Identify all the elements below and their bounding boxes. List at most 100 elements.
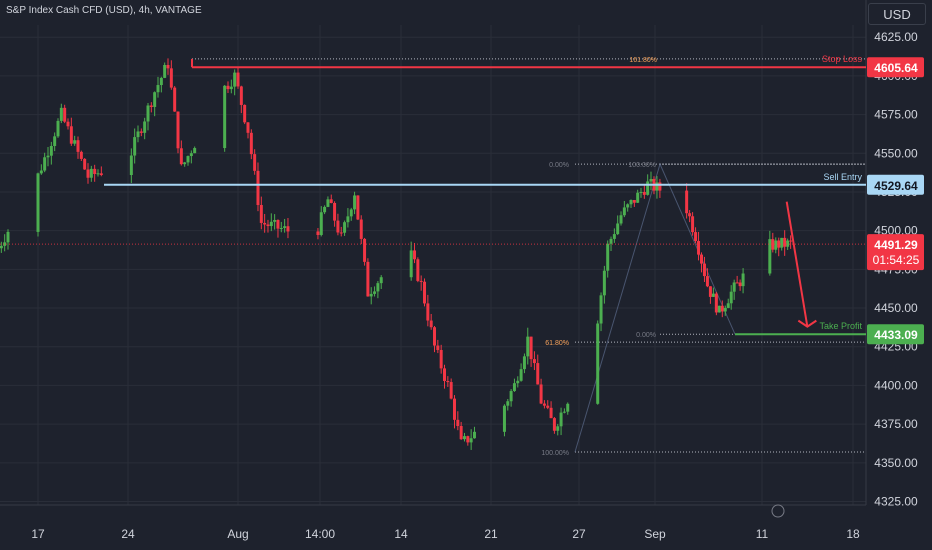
candle-body <box>73 140 77 144</box>
candle-body <box>69 126 73 144</box>
y-tick-label: 4350.00 <box>874 456 918 470</box>
candle-body <box>642 192 646 195</box>
grid-lines <box>0 0 867 506</box>
candle-body <box>622 207 626 216</box>
candle-body <box>189 153 193 157</box>
candle-body <box>129 155 133 176</box>
lightning-icon <box>771 504 785 518</box>
candle-body <box>319 212 323 235</box>
candle-body <box>711 293 715 297</box>
candle-body <box>426 303 430 321</box>
x-tick-label: 11 <box>756 527 769 541</box>
candle-body <box>349 209 353 217</box>
candle-body <box>139 131 143 133</box>
candle-body <box>99 173 103 176</box>
candle-body <box>343 222 347 233</box>
candlesticks <box>0 58 793 450</box>
candle-body <box>133 137 137 156</box>
candle-body <box>469 438 473 443</box>
time-axis[interactable]: 17 24 Aug 14:00 14 21 27 Sep 11 18 <box>31 504 860 541</box>
candle-body <box>93 168 97 174</box>
candle-body <box>283 226 287 228</box>
candle-body <box>446 381 450 383</box>
candle-body <box>259 205 263 223</box>
fib-level-label: 0.00% <box>636 332 656 339</box>
candle-body <box>738 282 742 287</box>
candle-body <box>512 383 516 392</box>
candle-body <box>316 231 320 235</box>
candle-body <box>249 132 253 155</box>
candle-body <box>552 418 556 431</box>
y-tick-label: 4400.00 <box>874 378 918 392</box>
candle-body <box>6 231 10 243</box>
candle-body <box>691 216 695 233</box>
candle-body <box>786 240 790 247</box>
currency-selector[interactable]: USD <box>868 3 926 25</box>
candle-body <box>323 206 327 213</box>
candle-body <box>771 239 775 250</box>
candle-body <box>536 363 540 385</box>
candle-body <box>176 111 180 149</box>
sell-entry-price-tag <box>867 174 924 195</box>
candle-body <box>146 105 150 122</box>
candle-body <box>526 336 530 357</box>
candle-body <box>423 281 427 304</box>
candle-body <box>596 323 600 404</box>
candle-body <box>3 242 7 246</box>
candle-body <box>279 227 283 229</box>
x-tick-label: Aug <box>227 527 248 541</box>
x-tick-label: 17 <box>31 527 45 541</box>
candle-body <box>636 192 640 203</box>
candle-body <box>685 190 689 214</box>
y-tick-label: 4375.00 <box>874 417 918 431</box>
candle-body <box>655 182 659 191</box>
fib-level-label: 100.00% <box>628 162 656 169</box>
candle-body <box>546 405 550 408</box>
candle-body <box>429 320 433 328</box>
candle-body <box>363 238 367 262</box>
countdown-text: 01:54:25 <box>873 253 920 267</box>
candle-body <box>366 261 370 297</box>
candle-body <box>256 170 260 206</box>
y-tick-label: 4625.00 <box>874 30 918 44</box>
candle-body <box>329 199 333 203</box>
candle-body <box>373 291 377 294</box>
candle-body <box>697 241 701 255</box>
candle-body <box>186 156 190 163</box>
fib-trend-line <box>574 162 736 453</box>
candle-body <box>639 192 643 194</box>
stop-loss-price-tag <box>867 57 924 78</box>
candle-body <box>419 280 423 282</box>
candle-body <box>166 64 170 69</box>
candle-body <box>359 219 363 239</box>
candle-body <box>532 359 536 364</box>
candle-body <box>616 223 620 235</box>
last-price-tag <box>867 234 924 271</box>
sell-entry-price-text: 4529.64 <box>874 179 918 193</box>
candle-body <box>339 232 343 234</box>
fib-level-label: 161.80% <box>629 57 657 64</box>
candle-body <box>449 382 453 399</box>
price-axis[interactable]: 4625.004600.004575.004550.004525.004500.… <box>867 30 924 509</box>
x-tick-label: 14:00 <box>305 527 335 541</box>
candle-body <box>741 273 745 287</box>
candle-body <box>768 239 772 274</box>
candle-body <box>720 305 724 312</box>
candle-body <box>179 148 183 165</box>
x-tick-label: Sep <box>644 527 666 541</box>
candle-body <box>269 221 273 227</box>
candle-body <box>253 154 257 171</box>
candle-body <box>149 105 153 107</box>
candle-body <box>76 140 80 152</box>
candle-body <box>459 426 463 440</box>
candle-body <box>79 151 83 159</box>
candle-body <box>602 270 606 296</box>
candle-body <box>369 293 373 297</box>
candle-body <box>456 419 460 427</box>
candle-body <box>353 195 357 210</box>
candle-body <box>452 398 456 420</box>
candle-body <box>0 245 3 249</box>
candle-body <box>509 391 513 402</box>
candle-body <box>646 181 650 195</box>
